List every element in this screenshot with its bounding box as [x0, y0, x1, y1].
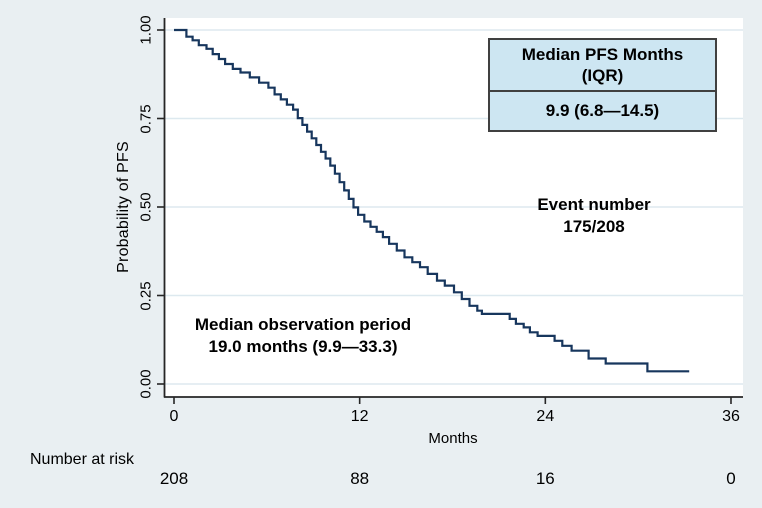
km-curve: [174, 28, 690, 373]
y-axis-title: Probability of PFS: [115, 141, 132, 273]
y-tick-label: 0.50: [137, 192, 155, 222]
x-tick-label: 24: [536, 408, 555, 425]
x-tick-label: 12: [350, 408, 369, 425]
median-pfs-box-header: Median PFS Months (IQR): [490, 40, 715, 92]
number-at-risk-value: 0: [726, 469, 736, 488]
tick-marks: [157, 29, 732, 404]
x-tick-label: 36: [722, 408, 740, 425]
event-number-label: Event number: [537, 195, 651, 214]
event-number-annotation: Event number 175/208: [537, 194, 650, 238]
y-tick-label: 1.00: [137, 15, 155, 45]
median-pfs-box-value: 9.9 (6.8—14.5): [545, 101, 660, 120]
x-tick-label: 0: [169, 408, 179, 425]
median-pfs-box: Median PFS Months (IQR) 9.9 (6.8—14.5): [488, 38, 717, 132]
x-axis-title: Months: [428, 430, 478, 447]
observation-period-label: Median observation period: [194, 315, 412, 334]
y-tick-label: 0.00: [137, 369, 155, 399]
observation-period-annotation: Median observation period 19.0 months (9…: [195, 314, 411, 358]
y-tick-label: 0.75: [137, 103, 155, 134]
event-number-value: 175/208: [563, 217, 625, 236]
y-tick-label: 0.25: [137, 280, 155, 311]
number-at-risk-value: 208: [159, 469, 189, 488]
gridlines: [165, 29, 743, 385]
number-at-risk-value: 88: [350, 469, 370, 488]
median-pfs-box-title-line1: Median PFS Months: [521, 45, 684, 64]
number-at-risk-value: 16: [535, 469, 555, 488]
observation-period-value: 19.0 months (9.9—33.3): [208, 337, 398, 356]
number-at-risk-label: Number at risk: [30, 451, 135, 468]
median-pfs-box-title-line2: (IQR): [581, 66, 624, 85]
